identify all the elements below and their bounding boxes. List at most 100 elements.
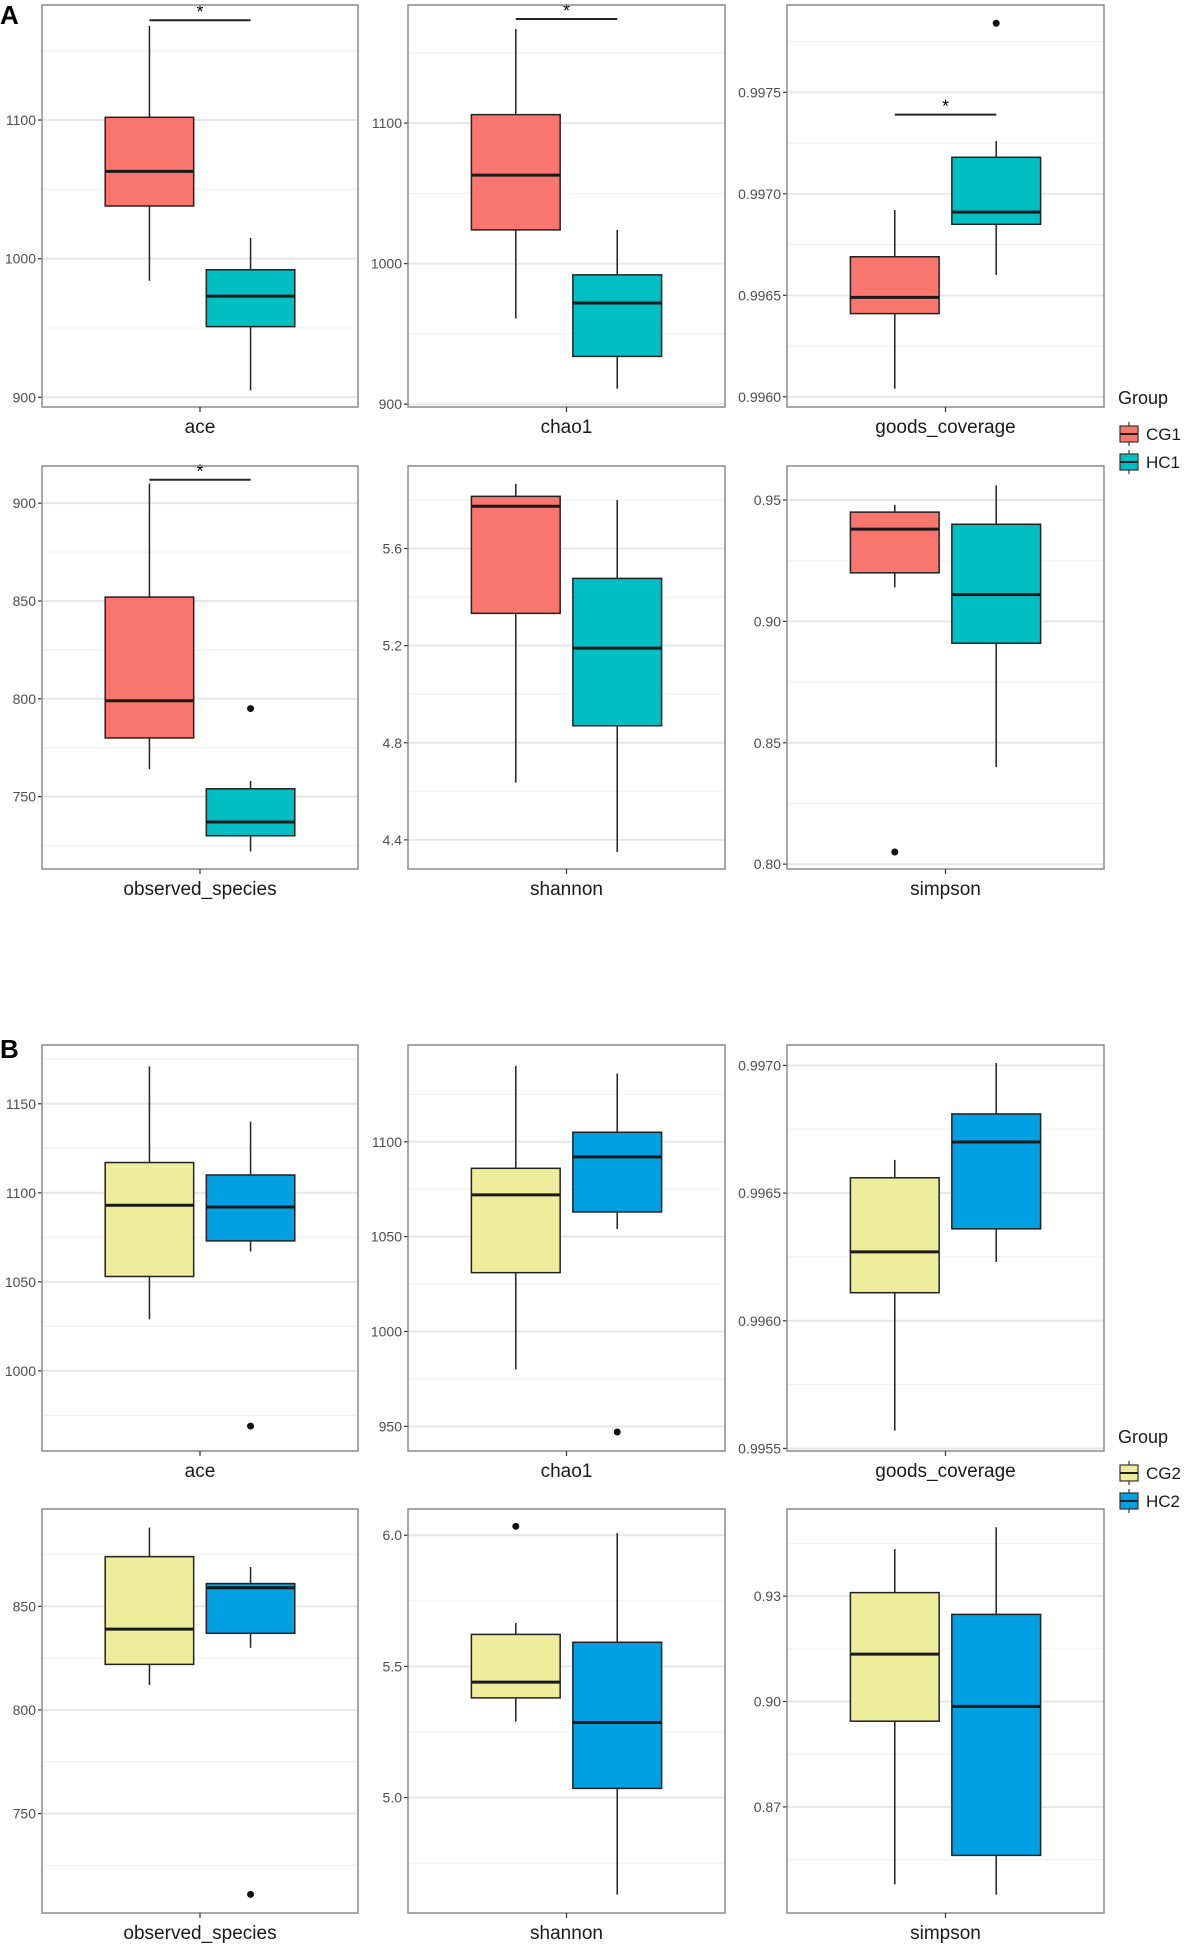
- iqr-box: [205, 788, 296, 837]
- box-cg1: [104, 483, 195, 770]
- y-tick-label: 1000: [371, 256, 402, 272]
- legend-title: Group: [1118, 1427, 1168, 1447]
- box-cg2: [849, 1549, 940, 1885]
- iqr-box: [470, 113, 561, 231]
- facet-label: shannon: [530, 879, 603, 900]
- facet-label: observed_species: [123, 1923, 276, 1944]
- y-tick-label: 950: [379, 1418, 403, 1434]
- y-tick-label: 1100: [6, 1185, 36, 1201]
- facet-observed-species: 750 800 850 observed_species: [13, 1508, 359, 1944]
- y-tick-label: 750: [13, 1806, 37, 1822]
- box-cg1: [104, 25, 195, 281]
- facet-goods-coverage: 0.9960 0.9965 0.9970 0.9975 * goods_coverage: [738, 4, 1105, 438]
- y-tick-label: 5.2: [383, 638, 403, 654]
- box-hc2: [205, 1121, 296, 1430]
- facet-label: simpson: [910, 879, 981, 900]
- panel-label: B: [0, 1034, 19, 1064]
- box-cg2: [104, 1527, 195, 1686]
- y-tick-label: 6.0: [383, 1527, 403, 1543]
- y-tick-label: 0.90: [754, 1694, 781, 1710]
- plot-background: [42, 466, 358, 869]
- iqr-box: [470, 495, 561, 615]
- facet-label: goods_coverage: [875, 1461, 1016, 1482]
- y-tick-label: 0.9955: [738, 1440, 781, 1456]
- y-tick-label: 1150: [6, 1096, 36, 1112]
- outlier-point: [613, 1428, 621, 1436]
- facet-chao1: 950 1000 1050 1100 chao1: [371, 1044, 726, 1482]
- y-tick-label: 0.85: [754, 735, 781, 751]
- legend-label: HC1: [1146, 453, 1180, 472]
- iqr-box: [849, 1177, 940, 1294]
- facet-label: chao1: [541, 417, 593, 438]
- y-tick-label: 0.9970: [738, 1057, 781, 1073]
- facet-shannon: 5.0 5.5 6.0 shannon: [383, 1508, 726, 1944]
- outlier-point: [247, 1422, 255, 1430]
- facet-goods-coverage: 0.9955 0.9960 0.9965 0.9970 goods_coverage: [738, 1044, 1105, 1482]
- facet-label: simpson: [910, 1923, 981, 1944]
- iqr-box: [205, 269, 296, 328]
- legend-label: HC2: [1146, 1492, 1180, 1511]
- facet-simpson: 0.80 0.85 0.90 0.95 simpson: [754, 465, 1105, 900]
- iqr-box: [205, 1582, 296, 1635]
- box-hc2: [572, 1533, 663, 1895]
- iqr-box: [572, 1131, 663, 1213]
- box-cg2: [470, 1522, 561, 1722]
- y-tick-label: 0.87: [754, 1799, 781, 1815]
- y-tick-label: 900: [13, 389, 37, 405]
- iqr-box: [849, 511, 940, 574]
- legend-item-cg1: CG1: [1119, 422, 1181, 446]
- y-tick-label: 1100: [372, 1134, 402, 1150]
- plot-background: [787, 466, 1104, 869]
- plot-background: [408, 466, 725, 869]
- significance-star: *: [196, 2, 203, 22]
- facet-label: goods_coverage: [875, 417, 1016, 438]
- legend-item-hc1: HC1: [1119, 450, 1180, 474]
- legend-title: Group: [1118, 388, 1168, 408]
- y-tick-label: 0.9970: [738, 186, 781, 202]
- y-tick-label: 1000: [5, 251, 36, 267]
- y-tick-label: 850: [13, 1598, 37, 1614]
- outlier-point: [512, 1522, 520, 1530]
- iqr-box: [572, 577, 663, 727]
- panel-b: B 1000 1050 1100 1150 ace 950 1000 1050 1100 chao1…: [0, 1034, 1181, 1944]
- y-tick-label: 1000: [371, 1323, 402, 1339]
- y-tick-label: 850: [13, 593, 37, 609]
- iqr-box: [470, 1633, 561, 1699]
- y-tick-label: 0.90: [754, 613, 781, 629]
- box-hc1: [205, 705, 296, 852]
- facet-simpson: 0.87 0.90 0.93 simpson: [754, 1508, 1105, 1944]
- facet-label: shannon: [530, 1923, 603, 1944]
- box-cg1: [849, 210, 940, 389]
- plot-background: [787, 5, 1104, 407]
- y-tick-label: 900: [379, 396, 403, 412]
- box-hc2: [572, 1073, 663, 1436]
- y-tick-label: 4.8: [383, 735, 403, 751]
- y-tick-label: 0.95: [754, 492, 781, 508]
- iqr-box: [104, 116, 195, 207]
- y-tick-label: 900: [13, 495, 37, 511]
- legend-item-cg2: CG2: [1119, 1461, 1181, 1485]
- plot-background: [42, 5, 358, 407]
- box-cg1: [470, 28, 561, 319]
- box-hc1: [951, 485, 1042, 768]
- facet-chao1: 900 1000 1100 * chao1: [371, 1, 726, 438]
- outlier-point: [992, 19, 1000, 27]
- iqr-box: [572, 274, 663, 358]
- facet-label: ace: [185, 1461, 216, 1482]
- y-tick-label: 0.9975: [738, 84, 781, 100]
- y-tick-label: 1100: [6, 112, 36, 128]
- legend-item-hc2: HC2: [1119, 1489, 1180, 1513]
- y-tick-label: 1000: [5, 1363, 36, 1379]
- significance-star: *: [942, 97, 949, 117]
- plot-background: [42, 1045, 358, 1451]
- iqr-box: [951, 1113, 1042, 1230]
- y-tick-label: 5.5: [383, 1658, 403, 1674]
- box-hc1: [572, 499, 663, 853]
- plot-background: [787, 1509, 1104, 1913]
- box-hc2: [205, 1567, 296, 1898]
- panel-label: A: [0, 0, 19, 30]
- facet-ace: 1000 1050 1100 1150 ace: [5, 1044, 359, 1482]
- y-tick-label: 0.9960: [738, 1313, 781, 1329]
